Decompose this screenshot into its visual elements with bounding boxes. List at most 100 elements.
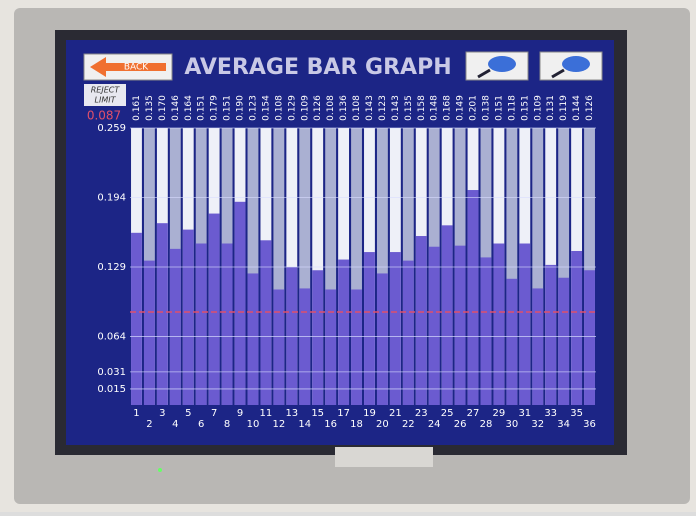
value-label: 0.170 [158,95,168,121]
x-tick-label: 26 [454,419,467,430]
x-tick-label: 23 [415,408,428,419]
x-tick-label: 36 [583,419,596,430]
y-tick-label: 0.064 [97,332,126,343]
y-tick-label: 0.129 [97,262,126,273]
x-tick-label: 25 [441,408,454,419]
bar [571,251,582,405]
bar [377,273,388,405]
x-tick-label: 14 [298,419,311,430]
bar [493,244,504,405]
value-label: 0.164 [184,95,194,121]
value-label: 0.135 [404,95,414,121]
bar [273,289,284,405]
value-label: 0.131 [546,95,556,121]
x-tick-label: 10 [247,419,260,430]
x-tick-label: 20 [376,419,389,430]
bar [481,257,492,405]
value-label: 0.135 [145,95,155,121]
value-label: 0.151 [197,95,207,121]
x-tick-label: 1 [133,408,139,419]
value-label: 0.146 [171,95,181,121]
bar [532,288,543,405]
bar [351,289,362,405]
zoom-out-icon [562,56,590,72]
x-tick-label: 12 [272,419,285,430]
x-tick-label: 17 [337,408,350,419]
chart-title: AVERAGE BAR GRAPH [184,55,451,80]
x-tick-label: 9 [237,408,243,419]
x-tick-label: 21 [389,408,402,419]
value-label: 0.168 [443,95,453,121]
reject-label: LIMIT [95,96,117,105]
power-led [158,468,162,472]
reject-value: 0.087 [87,109,121,123]
x-tick-label: 8 [224,419,230,430]
x-tick-label: 34 [557,419,570,430]
bar [429,247,440,405]
bar [131,233,142,405]
bar [248,273,259,405]
value-label: 0.154 [261,95,271,121]
x-tick-label: 16 [324,419,337,430]
zoom-in-icon [488,56,516,72]
value-label: 0.123 [378,95,388,121]
bar [170,249,181,405]
value-label: 0.144 [572,95,582,121]
value-label: 0.129 [287,95,297,121]
x-tick-label: 35 [570,408,583,419]
x-tick-label: 30 [505,419,518,430]
bar [196,244,207,405]
x-tick-label: 33 [544,408,557,419]
value-label: 0.143 [391,95,401,121]
value-label: 0.109 [533,95,543,121]
value-label: 0.123 [248,95,258,121]
value-label: 0.143 [365,95,375,121]
value-label: 0.118 [507,95,517,121]
x-tick-label: 18 [350,419,363,430]
x-tick-label: 5 [185,408,191,419]
zoom-out-button[interactable] [540,52,602,80]
value-label: 0.151 [494,95,504,121]
value-label: 0.126 [313,95,323,121]
y-tick-label: 0.259 [97,123,126,134]
bar [364,252,375,405]
bar [260,240,271,405]
value-label: 0.149 [456,95,466,121]
bar [312,270,323,405]
value-label: 0.179 [210,95,220,121]
value-label: 0.148 [430,95,440,121]
x-tick-label: 29 [493,408,506,419]
value-label: 0.201 [469,95,479,121]
x-tick-label: 13 [285,408,298,419]
x-tick-label: 22 [402,419,415,430]
bar [235,202,246,405]
bar [545,265,556,405]
value-label: 0.119 [559,95,569,121]
x-tick-label: 32 [531,419,544,430]
bar [222,244,233,405]
value-label: 0.190 [236,95,246,121]
value-label: 0.136 [339,95,349,121]
bar [403,261,414,405]
bar [519,244,530,405]
bar [558,278,569,405]
bar [468,190,479,405]
value-label: 0.151 [520,95,530,121]
bar [584,270,595,405]
bar [286,267,297,405]
value-label: 0.161 [132,95,142,121]
x-tick-label: 27 [467,408,480,419]
value-label: 0.158 [417,95,427,121]
bar [416,236,427,405]
zoom-in-button[interactable] [466,52,528,80]
bar [390,252,401,405]
back-button[interactable]: BACK [84,54,172,80]
value-label: 0.138 [481,95,491,121]
x-tick-label: 11 [260,408,273,419]
x-tick-label: 31 [518,408,531,419]
value-label: 0.109 [300,95,310,121]
x-tick-label: 15 [311,408,324,419]
x-tick-label: 2 [146,419,152,430]
bar [325,289,336,405]
x-tick-label: 4 [172,419,178,430]
